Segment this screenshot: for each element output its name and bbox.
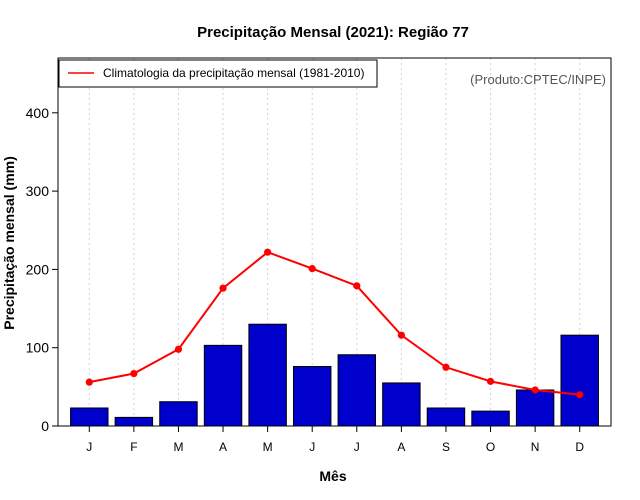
bar-2 <box>159 401 198 427</box>
climatology-point-9 <box>486 377 495 385</box>
climatology-point-4 <box>264 248 272 256</box>
gridlines <box>88 58 581 426</box>
climatology-point-10 <box>531 386 539 394</box>
climatology-point-7 <box>397 331 405 339</box>
y-axis-label: Precipitação mensal (mm) <box>1 156 17 330</box>
climatology-point-1 <box>130 369 138 378</box>
y-tick-label-0: 0 <box>41 418 49 434</box>
x-tick-label-5: J <box>309 440 315 454</box>
bar-9 <box>471 410 510 427</box>
x-tick-label-1: F <box>130 440 137 454</box>
x-tick-label-11: D <box>575 440 584 454</box>
legend: Climatologia da precipitação mensal (198… <box>58 59 378 88</box>
y-tick-label-4: 400 <box>26 105 50 121</box>
y-tick-label-1: 100 <box>26 340 50 356</box>
x-tick-label-6: J <box>354 440 360 454</box>
x-tick-label-2: M <box>173 440 183 454</box>
climatology-point-11 <box>576 391 584 399</box>
chart-title: Precipitação Mensal (2021): Região 77 <box>197 24 469 41</box>
bar-series <box>70 323 599 427</box>
x-tick-label-10: N <box>531 440 540 454</box>
climatology-point-3 <box>219 284 227 292</box>
legend-label-climatology: Climatologia da precipitação mensal (198… <box>103 66 364 80</box>
source-note: (Produto:CPTEC/INPE) <box>470 72 606 87</box>
climatology-point-2 <box>174 345 183 353</box>
bar-0 <box>70 407 109 427</box>
plot-frame <box>57 57 612 427</box>
x-tick-label-9: O <box>486 440 495 454</box>
y-tick-label-3: 300 <box>26 183 50 199</box>
x-tick-label-3: A <box>219 440 227 454</box>
bar-5 <box>292 365 332 427</box>
climatology-point-6 <box>353 282 361 290</box>
climatology-point-5 <box>308 265 316 273</box>
bar-3 <box>203 344 243 427</box>
climatology-series <box>85 248 584 399</box>
climatology-point-0 <box>85 378 93 386</box>
bar-10 <box>515 389 555 427</box>
bar-8 <box>426 407 466 427</box>
y-axis: 0 100 200 300 400 <box>26 105 58 434</box>
legend-box <box>58 59 378 88</box>
x-tick-label-0: J <box>86 440 92 454</box>
bar-6 <box>337 354 377 427</box>
y-tick-label-2: 200 <box>26 261 50 277</box>
bar-4 <box>248 323 287 427</box>
climatology-line <box>89 251 580 396</box>
x-tick-label-4: M <box>263 440 273 454</box>
climatology-point-8 <box>442 363 450 371</box>
x-axis-label: Mês <box>319 468 346 484</box>
bar-7 <box>382 382 421 427</box>
x-tick-label-8: S <box>442 440 450 454</box>
bar-11 <box>560 334 599 427</box>
x-tick-label-7: A <box>397 440 405 454</box>
bar-1 <box>114 416 154 427</box>
